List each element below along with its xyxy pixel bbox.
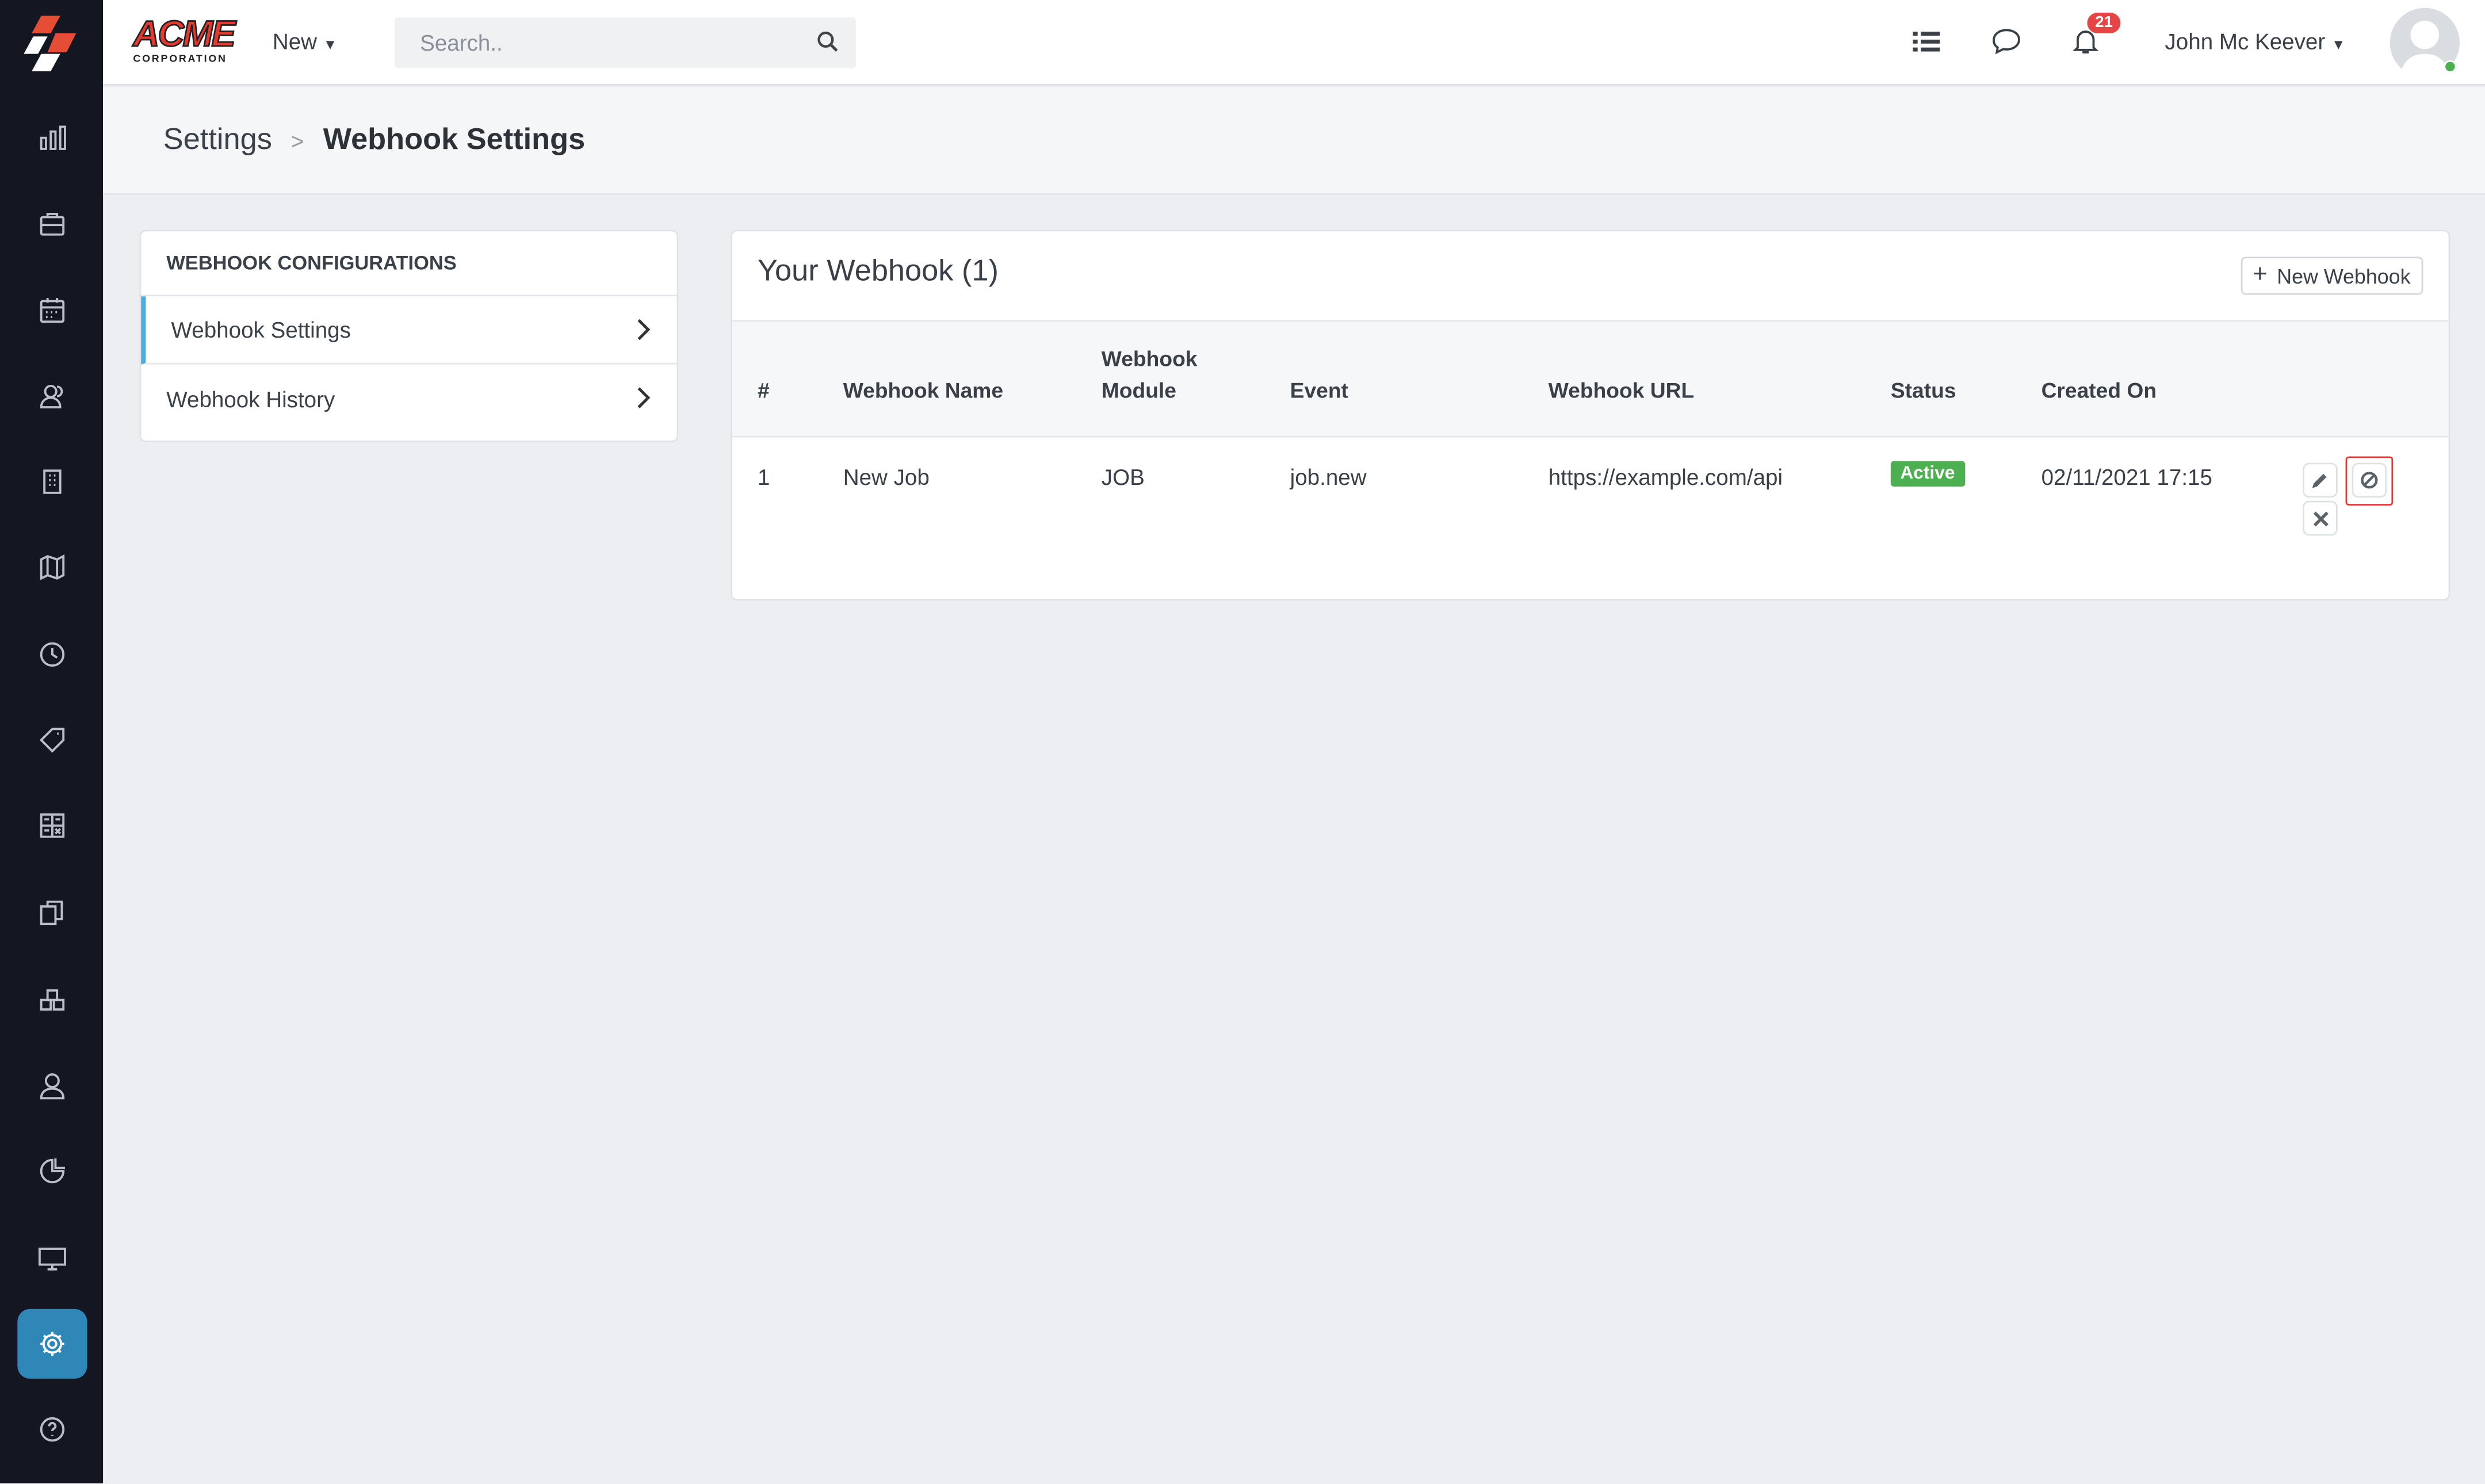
search-box [395,17,856,68]
documents-icon [40,900,63,925]
clock-icon [40,642,65,667]
webhook-config-panel: WEBHOOK CONFIGURATIONS Webhook Settings … [139,230,679,442]
monitor-icon [38,1248,66,1271]
sidebar-item-building[interactable] [17,447,87,517]
bar-chart-icon [40,125,66,150]
config-item-webhook-settings[interactable]: Webhook Settings [141,296,677,365]
sidebar-item-documents[interactable] [17,878,87,947]
breadcrumb-settings[interactable]: Settings [163,123,272,156]
sidebar-item-monitor[interactable] [17,1223,87,1293]
sidebar-item-map[interactable] [17,533,87,602]
sidebar-item-pie-chart[interactable] [17,1136,87,1206]
webhook-list-panel: Your Webhook (1) + New Webhook # Webhook … [731,230,2450,601]
help-icon [40,1417,65,1442]
sidebar-item-users[interactable] [17,361,87,431]
new-label: New [272,28,318,54]
chevron-right-icon [637,387,651,408]
disable-button[interactable] [2352,462,2387,498]
calendar-icon [40,297,65,323]
notification-badge: 21 [2087,13,2121,33]
user-name: John Mc Keever [2165,28,2326,54]
user-icon [40,1073,65,1100]
users-icon [40,384,63,408]
highlight-box [2345,456,2394,506]
map-icon [40,554,65,580]
briefcase-icon [40,213,65,236]
list-icon[interactable] [1911,25,1943,57]
cell-url: https://example.com/api [1548,464,1783,490]
brand-sub: CORPORATION [133,53,227,65]
page-title: Webhook Settings [323,123,586,156]
col-created: Created On [2041,378,2157,403]
brand-name: ACME [132,13,236,54]
app-logo[interactable] [22,16,79,73]
config-title: WEBHOOK CONFIGURATIONS [141,231,677,297]
sidebar-item-bar-chart[interactable] [17,103,87,173]
sidebar-item-calendar[interactable] [17,276,87,345]
chevron-right-icon [637,319,651,341]
config-item-webhook-history[interactable]: Webhook History [141,365,676,433]
plus-icon: + [2252,261,2268,289]
online-status-dot [2444,60,2457,73]
status-badge: Active [1890,461,1965,487]
item-label: Webhook History [166,385,335,411]
cell-name: New Job [843,464,930,490]
gear-icon [40,1332,64,1356]
edit-button[interactable] [2303,462,2338,498]
new-webhook-button[interactable]: + New Webhook [2241,257,2423,295]
ban-icon [2361,472,2378,489]
sidebar [0,0,104,1483]
sidebar-item-help[interactable] [17,1394,87,1464]
search-icon[interactable] [816,30,839,52]
caret-down-icon: ▼ [2331,36,2346,52]
col-name: Webhook Name [843,378,1004,403]
sidebar-item-clock[interactable] [17,619,87,689]
col-num: # [757,378,770,403]
panel-title: Your Webhook (1) [757,255,999,289]
col-url: Webhook URL [1548,378,1695,403]
new-webhook-label: New Webhook [2277,263,2411,288]
tag-icon [39,728,65,753]
close-icon [2312,510,2328,526]
col-event: Event [1290,378,1348,403]
bell-icon[interactable] [2070,25,2101,57]
sidebar-item-gear[interactable] [17,1309,87,1379]
acme-logo[interactable]: ACME CORPORATION [132,13,236,67]
calculator-icon [40,813,65,838]
caret-down-icon: ▼ [323,36,338,52]
sidebar-item-calculator[interactable] [17,791,87,860]
new-dropdown[interactable]: New ▼ [273,29,337,54]
cell-module: JOB [1101,464,1145,490]
col-status: Status [1890,378,1956,403]
user-menu[interactable]: John Mc Keever ▼ [2165,29,2346,54]
pie-chart-icon [40,1158,65,1184]
sidebar-item-briefcase[interactable] [17,189,87,258]
delete-button[interactable] [2303,500,2338,536]
boxes-icon [40,989,65,1011]
search-input[interactable] [395,17,791,68]
sidebar-item-boxes[interactable] [17,965,87,1035]
cell-num: 1 [757,464,770,490]
breadcrumb: Settings > Webhook Settings [103,87,2485,195]
chat-icon[interactable] [1990,25,2022,57]
chevron-right-icon: > [290,127,304,153]
cell-created: 02/11/2021 17:15 [2041,464,2212,490]
sidebar-item-tag[interactable] [17,705,87,775]
cell-event: job.new [1290,464,1367,490]
sidebar-item-user[interactable] [17,1051,87,1120]
building-icon [43,469,62,494]
item-label: Webhook Settings [171,317,351,343]
col-module: Webhook Module [1101,347,1198,403]
pencil-icon [2312,473,2327,488]
table-header: # Webhook Name Webhook Module Event Webh… [732,320,2449,438]
